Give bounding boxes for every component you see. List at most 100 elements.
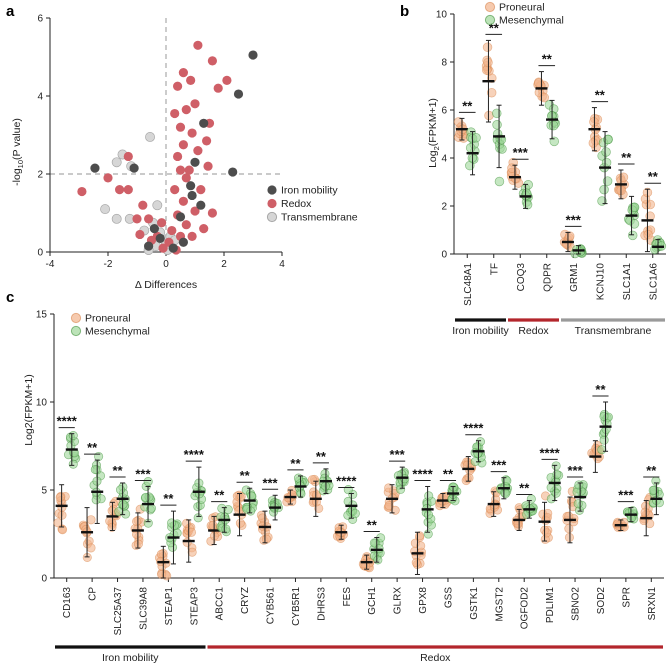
legend-entry: Transmembrane — [281, 212, 358, 224]
volcano-point — [173, 81, 183, 91]
group-label: Redox — [420, 652, 451, 664]
significance-stars: **** — [540, 445, 561, 460]
data-dot — [599, 435, 609, 445]
data-dot — [186, 527, 197, 537]
volcano-plot: -log10(P value) Δ Differences 0 2 4 6 -4 -2 0 2… — [11, 14, 358, 292]
volcano-point — [132, 214, 142, 224]
category-label: SLC1A6 — [648, 263, 659, 301]
volcano-point — [138, 200, 148, 210]
category-label: GSTK1 — [469, 587, 480, 620]
panel-b-dot-plot: Log2(FPKM+1) 0 2 4 6 8 10 ** SLC48A1 ** TF *** COQ3… — [427, 1, 667, 337]
y-tick-label: 2 — [441, 202, 447, 213]
y-tick-label: 0 — [41, 574, 47, 585]
data-dot — [55, 492, 65, 502]
data-dot — [415, 531, 425, 541]
volcano-point — [196, 200, 206, 210]
category-label: SBNO2 — [571, 587, 582, 621]
significance-stars: ** — [214, 488, 225, 503]
category-label: FES — [342, 587, 353, 607]
volcano-point — [199, 118, 209, 128]
significance-stars: ** — [621, 150, 632, 165]
category-label: CYB5R1 — [291, 587, 302, 626]
data-dot — [601, 157, 612, 168]
volcano-point — [213, 83, 223, 93]
volcano-point — [207, 208, 217, 218]
category-label: CYB561 — [266, 587, 277, 625]
significance-stars: *** — [390, 447, 406, 462]
data-dot — [453, 117, 464, 127]
legend-marker — [484, 14, 496, 26]
group-label: Redox — [518, 325, 549, 337]
data-dot — [411, 558, 421, 568]
volcano-point — [77, 186, 87, 197]
volcano-point — [111, 157, 122, 168]
data-dot — [627, 230, 638, 241]
legend-marker — [70, 312, 82, 324]
y-tick-label: 5 — [41, 486, 47, 497]
volcano-point — [187, 231, 197, 241]
data-dot — [603, 134, 613, 145]
panel-label-a: a — [6, 3, 15, 20]
category-label: GPX8 — [418, 587, 429, 614]
category-label: MGST2 — [494, 587, 505, 622]
volcano-x-tick-label: 0 — [163, 259, 169, 270]
data-dot — [601, 147, 611, 157]
data-dot — [548, 120, 559, 131]
group-label: Transmembrane — [575, 325, 652, 337]
legend-marker — [267, 198, 277, 209]
volcano-point — [193, 40, 203, 50]
volcano-x-axis-label: Δ Differences — [135, 279, 197, 291]
volcano-point — [228, 167, 238, 177]
volcano-point — [157, 218, 167, 228]
data-dot — [246, 491, 256, 501]
legend-marker — [266, 211, 278, 223]
data-dot — [350, 508, 360, 519]
data-dot — [86, 515, 96, 525]
volcano-point — [190, 99, 200, 109]
y-tick-label: 0 — [441, 250, 447, 261]
significance-stars: ** — [367, 518, 378, 533]
data-dot — [261, 534, 272, 544]
legend-marker — [484, 1, 496, 13]
category-label: SRXN1 — [647, 587, 658, 621]
volcano-point — [203, 161, 213, 171]
volcano-point — [222, 75, 232, 85]
data-dot — [90, 465, 100, 475]
significance-stars: ** — [240, 468, 251, 483]
data-dot — [57, 525, 68, 535]
volcano-point — [199, 224, 209, 234]
significance-stars: ** — [595, 88, 606, 103]
data-dot — [68, 430, 78, 441]
volcano-point — [178, 237, 188, 247]
data-dot — [68, 459, 78, 469]
volcano-point — [186, 75, 196, 85]
legend-entry: Redox — [281, 198, 312, 210]
volcano-point — [100, 204, 111, 215]
category-label: SLC48A1 — [463, 263, 474, 306]
category-label: GRM1 — [569, 263, 580, 292]
data-dot — [423, 529, 433, 539]
data-dot — [132, 516, 142, 527]
data-dot — [507, 163, 517, 173]
data-dot — [193, 513, 203, 523]
data-dot — [465, 143, 476, 153]
category-label: SLC1A1 — [622, 263, 633, 301]
data-dot — [384, 483, 394, 493]
volcano-point — [178, 140, 188, 150]
volcano-point — [90, 163, 100, 173]
data-dot — [133, 539, 143, 549]
legend-entry: Mesenchymal — [85, 326, 150, 338]
volcano-point — [181, 220, 191, 230]
data-dot — [423, 510, 434, 520]
legend-entry: Proneural — [85, 313, 131, 325]
volcano-y-tick-label: 4 — [37, 92, 43, 103]
volcano-x-tick-label: 2 — [221, 259, 227, 270]
significance-stars: ** — [163, 491, 174, 506]
data-dot — [384, 501, 394, 511]
data-dot — [172, 528, 182, 538]
data-dot — [464, 473, 474, 483]
volcano-point — [187, 190, 197, 201]
category-label: CP — [88, 587, 99, 601]
significance-stars: *** — [618, 488, 634, 503]
volcano-point — [129, 163, 139, 173]
